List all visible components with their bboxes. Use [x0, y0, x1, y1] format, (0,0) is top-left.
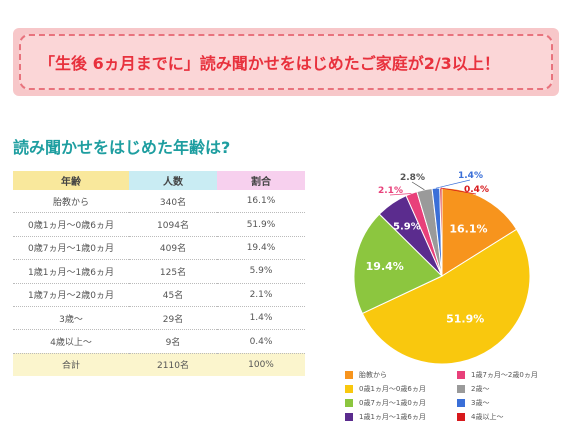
legend-label: 0歳7ヵ月～1歳0ヵ月 [359, 399, 426, 407]
section-title: 読み聞かせをはじめた年齢は? [13, 138, 231, 157]
legend-swatch [345, 385, 353, 393]
header-ratio: 割合 [217, 171, 305, 190]
table-row: 0歳1ヵ月～0歳6ヵ月 1094名 51.9% [13, 212, 305, 237]
legend-label: 3歳～ [471, 399, 490, 407]
total-count: 2110名 [129, 353, 217, 377]
pie-slice-label: 16.1% [449, 222, 487, 235]
cell-count: 9名 [129, 329, 217, 354]
pie-slice-label: 2.1% [378, 186, 403, 196]
pie-slice-label: 1.4% [458, 171, 483, 181]
legend-swatch [457, 371, 465, 379]
cell-ratio: 2.1% [217, 283, 305, 307]
legend-item: 1歳1ヵ月～1歳6ヵ月 [345, 412, 426, 422]
legend-label: 2歳～ [471, 385, 490, 393]
table-header-row: 年齢 人数 割合 [13, 171, 305, 190]
cell-ratio: 0.4% [217, 329, 305, 354]
total-ratio: 100% [217, 353, 305, 377]
cell-count: 340名 [129, 190, 217, 214]
table-row: 0歳7ヵ月～1歳0ヵ月 409名 19.4% [13, 236, 305, 261]
header-age: 年齢 [13, 171, 129, 190]
pie-slice-label: 5.9% [393, 221, 421, 232]
legend-label: 1歳7ヵ月～2歳0ヵ月 [471, 371, 538, 379]
legend-item: 0歳1ヵ月～0歳6ヵ月 [345, 384, 426, 394]
cell-age: 4歳以上～ [13, 329, 129, 354]
legend-swatch [457, 385, 465, 393]
cell-ratio: 16.1% [217, 190, 305, 214]
legend-swatch [457, 413, 465, 421]
cell-ratio: 19.4% [217, 236, 305, 261]
headline-banner: 「生後 6ヵ月までに」読み聞かせをはじめたご家庭が2/3以上！ [13, 28, 559, 96]
pie-leader-line [440, 187, 477, 195]
headline-banner-border: 「生後 6ヵ月までに」読み聞かせをはじめたご家庭が2/3以上！ [19, 34, 553, 90]
pie-slice-label: 0.4% [464, 185, 489, 195]
pie-leader-line [389, 193, 412, 196]
legend-label: 胎教から [359, 371, 387, 379]
cell-age: 1歳7ヵ月～2歳0ヵ月 [13, 283, 129, 307]
legend-swatch [345, 413, 353, 421]
cell-age: 3歳～ [13, 306, 129, 331]
cell-count: 29名 [129, 306, 217, 331]
legend-item: 4歳以上～ [457, 412, 503, 422]
cell-age: 0歳7ヵ月～1歳0ヵ月 [13, 236, 129, 261]
cell-age: 0歳1ヵ月～0歳6ヵ月 [13, 212, 129, 237]
pie-slice-label: 19.4% [366, 260, 404, 273]
age-table: 年齢 人数 割合 胎教から 340名 16.1% 0歳1ヵ月～0歳6ヵ月 109… [13, 171, 305, 377]
legend-label: 1歳1ヵ月～1歳6ヵ月 [359, 413, 426, 421]
cell-count: 1094名 [129, 212, 217, 237]
header-count: 人数 [129, 171, 217, 190]
pie-slice-label: 51.9% [446, 312, 484, 325]
legend-item: 0歳7ヵ月～1歳0ヵ月 [345, 398, 426, 408]
pie-slice [353, 213, 443, 315]
pie-slice [441, 187, 518, 277]
cell-ratio: 1.4% [217, 306, 305, 331]
headline-text: 「生後 6ヵ月までに」読み聞かせをはじめたご家庭が2/3以上！ [39, 54, 500, 73]
table-row: 1歳7ヵ月～2歳0ヵ月 45名 2.1% [13, 283, 305, 307]
legend-label: 0歳1ヵ月～0歳6ヵ月 [359, 385, 426, 393]
pie-chart: 16.1% 51.9% 19.4% 5.9% 2.1% 2.8% 1.4% 0.4% [353, 171, 531, 365]
table-row: 3歳～ 29名 1.4% [13, 306, 305, 331]
cell-ratio: 51.9% [217, 212, 305, 237]
legend-label: 4歳以上～ [471, 413, 504, 421]
legend-item: 1歳7ヵ月～2歳0ヵ月 [457, 370, 538, 380]
cell-age: 1歳1ヵ月～1歳6ヵ月 [13, 259, 129, 284]
cell-count: 45名 [129, 283, 217, 307]
pie-leader-line [411, 181, 425, 191]
table-row: 胎教から 340名 16.1% [13, 190, 305, 214]
pie-slice-label: 2.8% [400, 173, 425, 183]
cell-age: 胎教から [13, 190, 129, 214]
table-row: 4歳以上～ 9名 0.4% [13, 329, 305, 354]
legend-swatch [345, 371, 353, 379]
cell-count: 409名 [129, 236, 217, 261]
cell-count: 125名 [129, 259, 217, 284]
total-label: 合計 [13, 353, 129, 377]
pie-leader-line [435, 179, 471, 189]
legend-item: 2歳～ [457, 384, 489, 394]
legend-item: 3歳～ [457, 398, 489, 408]
legend-swatch [345, 399, 353, 407]
table-total-row: 合計 2110名 100% [13, 353, 305, 377]
legend-item: 胎教から [345, 370, 387, 380]
pie-slice [361, 228, 531, 365]
table-row: 1歳1ヵ月～1歳6ヵ月 125名 5.9% [13, 259, 305, 284]
cell-ratio: 5.9% [217, 259, 305, 284]
legend-swatch [457, 399, 465, 407]
